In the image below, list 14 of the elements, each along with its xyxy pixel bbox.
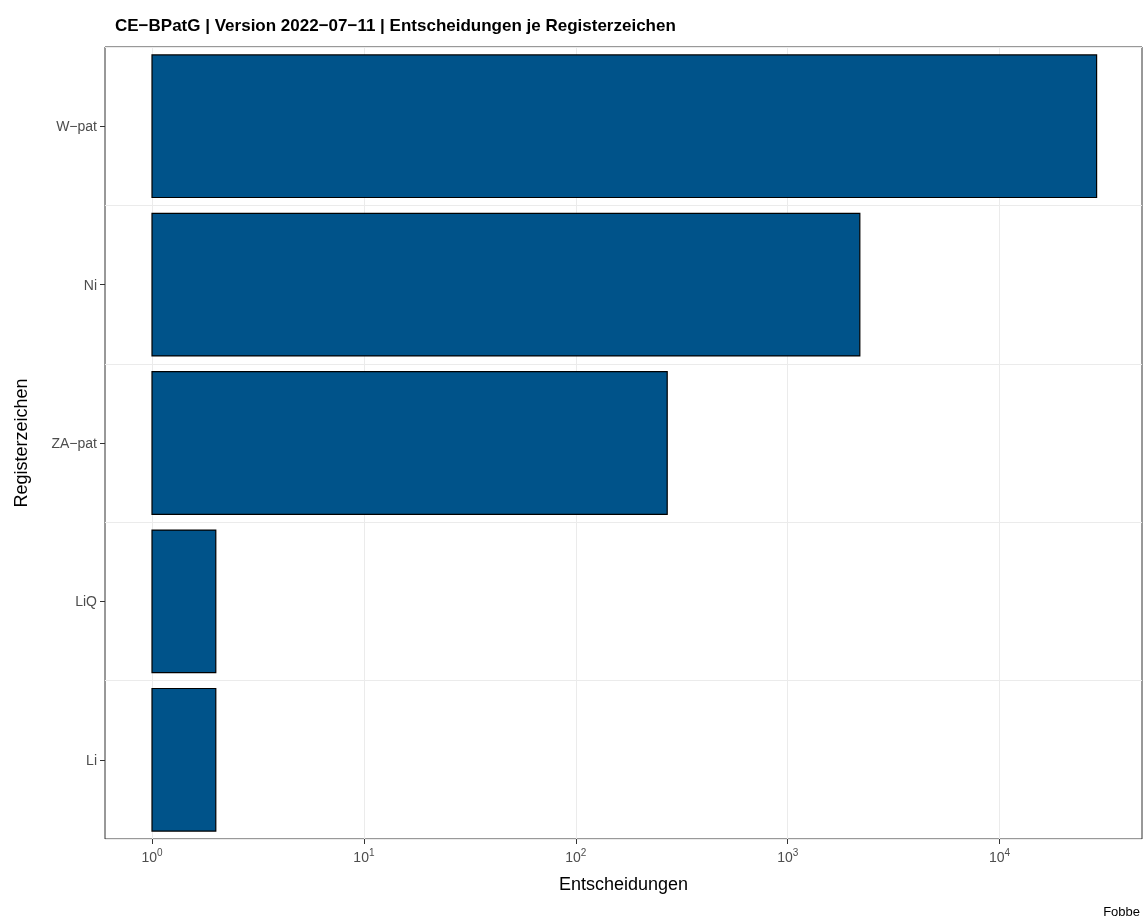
bar (151, 371, 668, 515)
bar (151, 687, 217, 832)
y-tick-label: ZA−pat (51, 435, 98, 451)
y-tick-label: LiQ (75, 593, 98, 610)
x-axis-title: Entscheidungen (558, 874, 689, 894)
y-axis-title: Registerzeichen (11, 378, 31, 508)
bar (151, 54, 1098, 199)
y-tick-label: Ni (83, 276, 97, 293)
y-tick-label: W−pat (56, 118, 98, 135)
bar (151, 212, 861, 357)
chart-title: CE−BPatG | Version 2022−07−11 | Entscheidungen je Registerzeichen (115, 16, 676, 35)
bar (151, 529, 217, 674)
text: Fobbe (1103, 904, 1141, 919)
y-tick-label: Li (86, 751, 97, 768)
